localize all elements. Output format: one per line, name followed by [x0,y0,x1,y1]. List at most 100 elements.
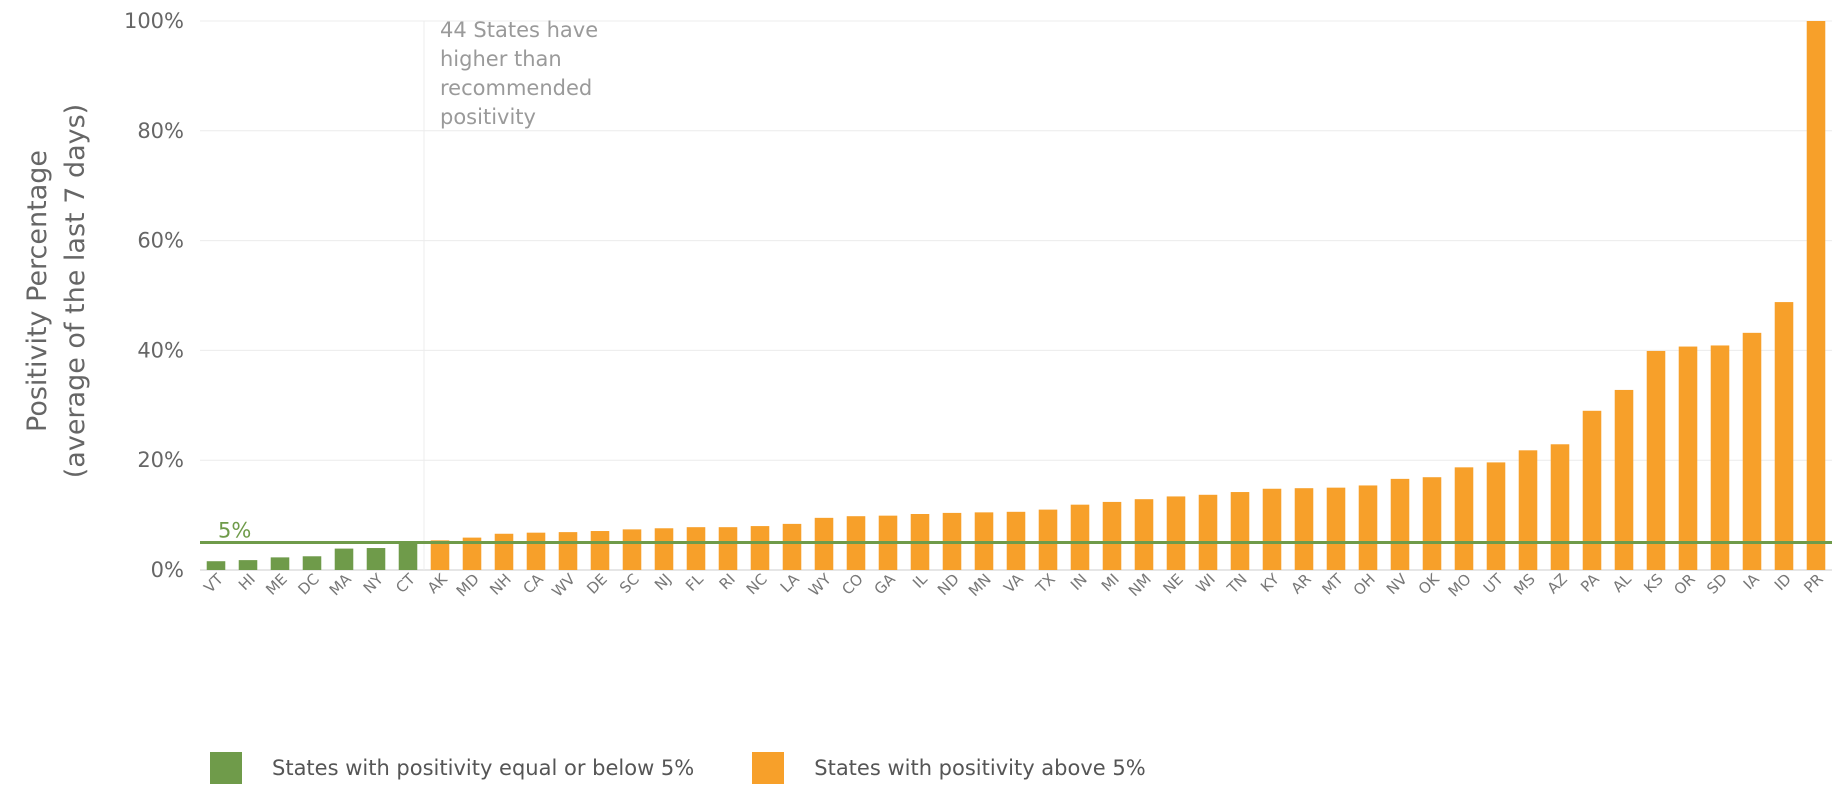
x-tick-label: IN [1067,570,1091,594]
bar-me [270,557,290,570]
x-tick-label: NC [743,570,771,598]
x-tick-label: NM [1125,570,1155,600]
bar-md [462,537,482,570]
x-tick-label: WY [805,570,835,600]
x-tick-label: MD [453,570,483,600]
x-tick-label: ME [262,570,291,599]
x-tick-label: ND [934,570,963,599]
bar-ms [1518,450,1538,570]
y-tick-label: 60% [137,229,184,253]
bar-id [1774,302,1794,570]
bar-series [206,21,1826,570]
y-axis-tick-labels: 0% 20% 40% 60% 80% 100% [124,9,184,582]
x-tick-label: NH [486,570,515,599]
bar-de [590,531,610,570]
x-tick-label: WI [1192,570,1218,596]
y-tick-label: 0% [151,558,184,582]
x-tick-label: DE [583,570,611,598]
bar-ia [1742,332,1762,570]
x-tick-label: AZ [1544,570,1571,597]
bar-az [1550,444,1570,570]
x-tick-label: OR [1670,570,1698,598]
x-tick-label: IL [909,570,931,592]
x-tick-label: DC [295,570,323,598]
legend-swatch-high [752,752,785,784]
bar-la [782,523,802,570]
five-percent-reference-label: 5% [218,519,251,543]
x-tick-label: PA [1577,570,1603,596]
x-tick-label: RI [716,570,739,593]
x-tick-label: NJ [651,570,675,594]
bar-mi [1102,501,1122,570]
bar-nc [750,526,770,570]
x-tick-label: WV [548,570,579,601]
annotation-line-4: positivity [440,105,536,129]
legend: States with positivity equal or below 5%… [210,752,1204,784]
x-tick-label: OK [1415,569,1444,598]
annotation-line-1: 44 States have [440,18,598,42]
bar-wi [1198,494,1218,570]
legend-label-low: States with positivity equal or below 5% [272,756,695,780]
x-tick-label: UT [1480,570,1508,598]
x-tick-label: MI [1098,570,1123,595]
y-tick-label: 80% [137,119,184,143]
bar-oh [1358,485,1378,570]
bar-pr [1806,21,1826,570]
x-tick-label: VA [1000,570,1027,597]
bar-ct [398,543,418,570]
bar-nm [1134,499,1154,570]
bar-ny [366,548,386,570]
bar-ak [430,540,450,570]
x-tick-label: VT [200,570,227,597]
bar-hi [238,560,258,570]
x-tick-label: MO [1445,570,1475,600]
x-tick-label: PR [1800,570,1826,596]
bar-sd [1710,345,1730,570]
x-tick-label: ID [1771,570,1795,594]
x-tick-label: TX [1032,570,1059,597]
bar-ok [1422,477,1442,570]
bar-in [1070,504,1090,570]
y-axis-title-line-1: Positivity Percentage [22,150,53,432]
y-tick-label: 100% [124,9,184,33]
annotation-line-3: recommended [440,76,592,100]
bar-ca [526,532,546,570]
legend-item-low: States with positivity equal or below 5% [210,752,694,784]
x-tick-label: IA [1740,570,1764,594]
x-tick-label: HI [235,570,259,594]
bar-sc [622,529,642,570]
bar-ks [1646,350,1666,570]
legend-item-high: States with positivity above 5% [752,752,1146,784]
x-tick-label: MT [1318,570,1347,599]
x-tick-label: OH [1350,570,1379,599]
bar-wv [558,532,578,570]
x-tick-label: NY [360,570,388,598]
y-tick-label: 20% [137,448,184,472]
x-tick-label: CO [838,570,866,598]
x-tick-label: TN [1223,570,1251,598]
bar-or [1678,346,1698,570]
bar-ri [718,527,738,570]
bar-al [1614,389,1634,570]
x-tick-label: MN [965,570,995,600]
x-tick-label: CA [519,570,547,598]
x-tick-label: MA [326,570,356,600]
annotation-note: 44 States have higher than recommended p… [440,18,598,129]
x-tick-label: SD [1703,570,1731,598]
x-axis-tick-labels: VT HI ME DC MA NY CT AK MD NH CA WV DE SC NJ FL RI NC LA WY… [200,569,1826,600]
bar-dc [302,556,322,570]
annotation-line-2: higher than [440,47,562,71]
bar-nv [1390,478,1410,570]
x-tick-label: MS [1510,570,1539,599]
x-tick-label: CT [392,570,419,597]
x-tick-label: NE [1159,570,1186,597]
legend-swatch-low [210,752,242,784]
x-tick-label: AR [1287,570,1314,597]
x-tick-label: NV [1383,570,1411,598]
bar-fl [686,527,706,570]
bar-mt [1326,487,1346,570]
x-tick-label: GA [871,570,900,599]
bar-vt [206,561,226,570]
bar-ar [1294,488,1314,570]
legend-label-high: States with positivity above 5% [814,756,1146,780]
